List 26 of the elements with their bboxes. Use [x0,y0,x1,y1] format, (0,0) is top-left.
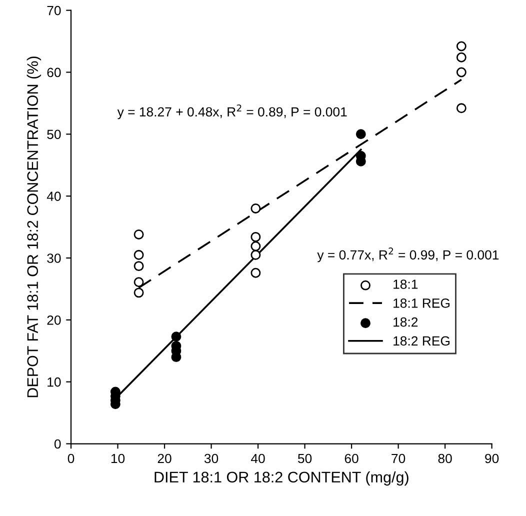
x-tick-label: 80 [438,454,452,464]
x-tick-label: 20 [158,454,172,464]
x-tick-label: 10 [111,454,125,464]
annotation: y = 0.77x, R$^{2}$ = 0.99, P = 0.001 [317,248,499,262]
y-tick-label: 0 [54,439,61,449]
y-axis-title: DEPOT FAT 18:1 OR 18:2 CONCENTRATION (%) [26,56,42,398]
legend-label: 18:1 REG [394,298,450,308]
x-tick-label: 30 [204,454,218,464]
y-tick-label: 20 [47,315,61,325]
x-tick-label: 90 [485,454,499,464]
y-tick-label: 70 [47,6,61,16]
x-tick-label: 40 [251,454,265,464]
y-tick-label: 10 [48,377,61,387]
y-tick-label: 60 [47,68,61,78]
x-tick-label: 60 [344,454,358,464]
annotation: y = 18.27 + 0.48x, R$^{2}$ = 0.89, P = 0.001 [117,104,347,120]
y-tick-label: 30 [47,254,61,263]
legend-label: 18:1 [394,280,418,289]
x-tick-label: 70 [392,454,406,464]
legend-label: 18:2 REG [394,336,450,346]
x-tick-label: 50 [298,454,312,464]
y-tick-label: 50 [47,130,61,140]
y-tick-label: 40 [46,192,61,201]
x-axis-title: DIET 18:1 OR 18:2 CONTENT (mg/g) [154,471,408,486]
x-tick-label: 0 [68,454,74,464]
legend-label: 18:2 [394,317,418,327]
